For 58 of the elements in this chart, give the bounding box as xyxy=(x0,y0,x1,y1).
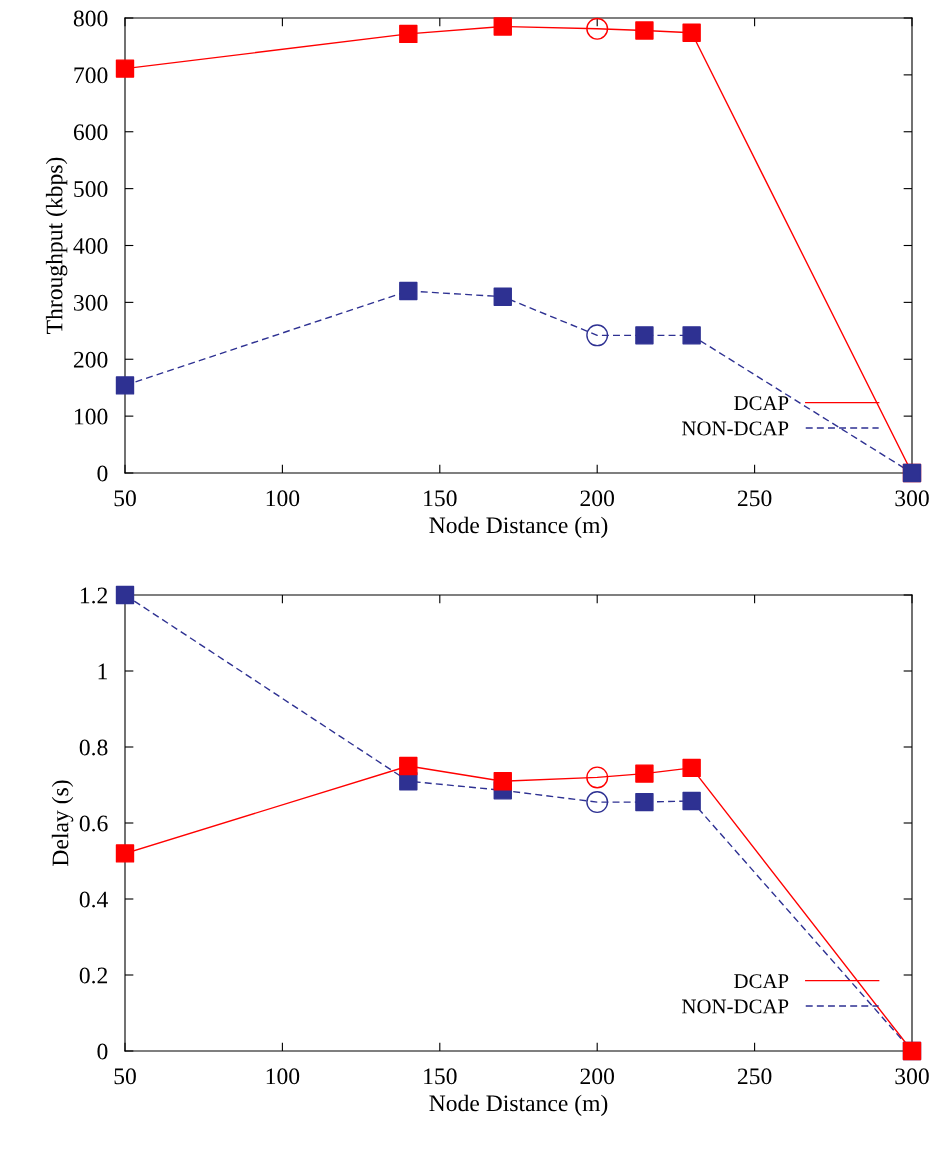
point xyxy=(399,756,418,776)
x-axis-title: Node Distance (m) xyxy=(429,1094,608,1117)
legend-label: DCAP xyxy=(734,396,789,411)
y-tick-label: 200 xyxy=(73,351,108,368)
y-axis-title: Delay (s) xyxy=(51,780,74,866)
point xyxy=(115,376,135,395)
point xyxy=(493,17,512,36)
point xyxy=(586,791,609,814)
point xyxy=(586,324,609,347)
y-tick-label: 800 xyxy=(73,10,108,27)
point xyxy=(493,287,512,306)
x-tick-label: 200 xyxy=(580,490,615,507)
y-tick-label: 0 xyxy=(97,1043,108,1060)
x-tick-label: 100 xyxy=(266,490,300,507)
legend-label: NON-DCAP xyxy=(682,421,789,436)
y-tick-label: 100 xyxy=(74,408,108,425)
y-tick-label: 0 xyxy=(97,465,108,482)
x-tick-label: 300 xyxy=(895,490,929,507)
x-axis-title: Node Distance (m) xyxy=(429,516,608,539)
point xyxy=(635,326,654,345)
x-tick-label: 300 xyxy=(895,1068,929,1085)
y-tick-label: 400 xyxy=(73,237,108,254)
y-tick-label: 1 xyxy=(98,663,107,680)
legend-label: DCAP xyxy=(734,974,789,989)
point xyxy=(682,326,701,345)
legend-label: NON-DCAP xyxy=(682,999,789,1014)
point xyxy=(635,764,654,783)
y-tick-label: 0.4 xyxy=(79,891,108,908)
y-tick-label: 500 xyxy=(74,181,108,198)
x-tick-label: 50 xyxy=(114,1068,136,1085)
y-tick-label: 0.6 xyxy=(79,815,108,832)
x-tick-label: 100 xyxy=(266,1068,300,1085)
y-tick-label: 700 xyxy=(74,67,108,84)
point xyxy=(635,21,654,40)
point xyxy=(399,281,418,301)
point xyxy=(586,17,609,40)
y-tick-label: 1.2 xyxy=(80,587,108,604)
x-tick-label: 150 xyxy=(424,1068,457,1085)
y-tick-label: 600 xyxy=(73,124,108,141)
x-tick-label: 250 xyxy=(737,1068,772,1085)
point xyxy=(682,23,701,42)
x-tick-label: 150 xyxy=(424,490,457,507)
y-tick-label: 0.2 xyxy=(79,967,108,984)
x-tick-label: 250 xyxy=(737,490,772,507)
y-axis-title: Throughput (kbps) xyxy=(45,157,68,334)
point xyxy=(493,771,512,791)
point xyxy=(115,59,135,78)
point xyxy=(399,24,418,44)
point xyxy=(115,844,135,863)
point xyxy=(635,792,654,812)
y-tick-label: 300 xyxy=(74,294,108,311)
point xyxy=(682,791,701,811)
y-tick-label: 0.8 xyxy=(79,739,108,756)
point xyxy=(682,758,701,778)
point xyxy=(586,766,609,789)
x-tick-label: 50 xyxy=(114,490,136,507)
x-tick-label: 200 xyxy=(580,1068,615,1085)
point xyxy=(115,585,135,605)
